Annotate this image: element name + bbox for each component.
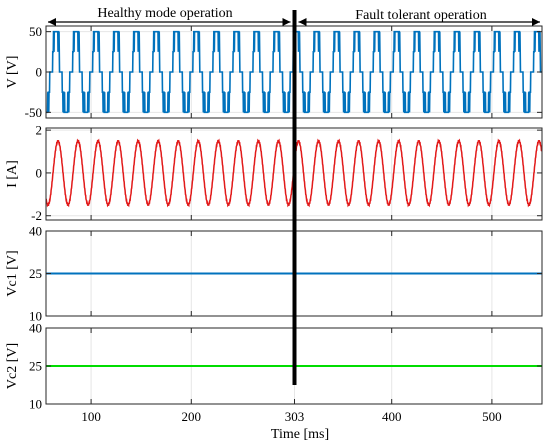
panel-4: 10 25 40 Vc2 [V] 100 200 303 400 500 [5,321,543,424]
x-axis-label: Time [ms] [271,427,329,442]
y-tick-label: 10 [29,397,42,412]
y-tick-label: -50 [25,105,42,120]
healthy-mode-label: Healthy mode operation [97,6,232,21]
y-axis-label: Vc2 [V] [5,343,20,389]
y-tick-label: 0 [36,65,43,80]
x-tick-label: 500 [482,409,502,424]
y-tick-label: 40 [29,321,42,336]
panels: -50 0 50 V [V] -2 0 2 I [A] 10 25 40 Vc1 [V] 10 25 40 V… [5,24,543,424]
y-axis-label: Vc1 [V] [5,250,20,296]
y-tick-label: 0 [36,165,43,180]
y-tick-label: 40 [29,224,42,239]
panel-3: 10 25 40 Vc1 [V] [5,224,543,324]
fault-tolerant-label: Fault tolerant operation [355,8,486,23]
x-tick-label: 200 [182,409,202,424]
panel-2: -2 0 2 I [A] [5,123,543,223]
fault-arrow-head-left [298,18,307,26]
y-axis-label: I [A] [5,160,20,188]
x-tick-label: 100 [81,409,101,424]
healthy-arrow-head-right [282,18,291,26]
healthy-arrow-head-left [48,18,56,26]
overlay: Healthy mode operation Fault tolerant op… [48,6,540,442]
y-tick-label: 10 [29,309,42,324]
y-tick-label: 50 [29,24,42,39]
y-tick-label: 2 [36,123,43,138]
fault-arrow-head-right [532,18,540,26]
y-tick-label: 25 [29,359,42,374]
y-tick-label: 25 [29,266,42,281]
panel-1: -50 0 50 V [V] [5,24,543,120]
y-tick-label: -2 [31,208,42,223]
x-tick-label: 303 [285,409,305,424]
x-tick-label: 400 [382,409,402,424]
y-axis-label: V [V] [5,56,20,89]
